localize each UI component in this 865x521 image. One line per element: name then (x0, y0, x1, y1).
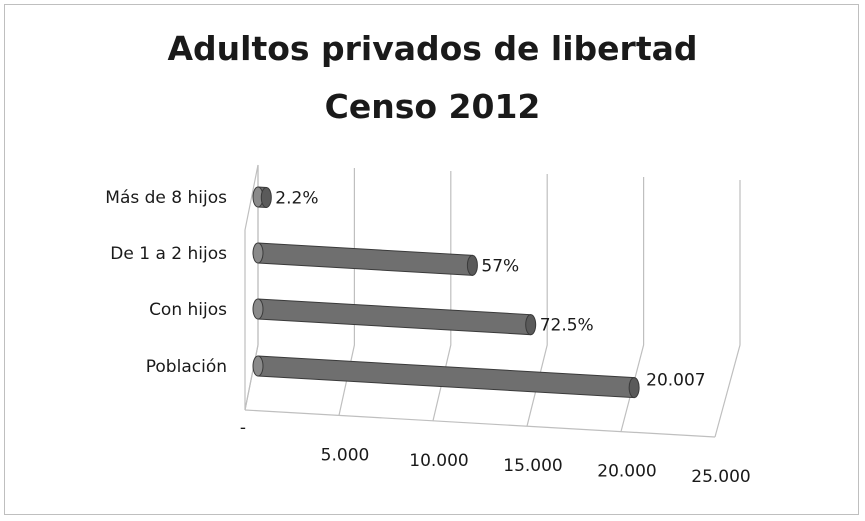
category-label: Más de 8 hijos (105, 188, 227, 208)
category-label: Con hijos (149, 300, 227, 320)
bar-mas-de-8-hijos (252, 186, 272, 209)
gridline (620, 177, 645, 432)
gridline (526, 174, 548, 427)
bar-de-1-a-2-hijos (252, 242, 478, 276)
chart-title: Adultos privados de libertad (167, 29, 698, 68)
chart-subtitle: Censo 2012 (324, 87, 541, 126)
gridline (714, 180, 741, 438)
x-tick-label: 25.000 (691, 467, 750, 487)
bar-poblacion (252, 355, 640, 399)
data-labels: 2.2% 57% 72.5% 20.007 (275, 188, 705, 390)
data-label: 2.2% (275, 188, 318, 208)
data-label: 57% (481, 256, 519, 276)
chart-gridlines (244, 164, 741, 438)
category-label: De 1 a 2 hijos (110, 244, 227, 264)
chart-bars (252, 186, 640, 399)
data-label: 72.5% (540, 316, 594, 336)
x-tick-label: 20.000 (597, 462, 656, 482)
category-labels: Más de 8 hijos De 1 a 2 hijos Con hijos Pob… (105, 188, 227, 377)
floor-edge (244, 409, 716, 438)
x-tick-label: 5.000 (321, 445, 370, 465)
x-tick-label: - (240, 418, 246, 438)
data-label: 20.007 (646, 371, 705, 391)
bar-con-hijos (252, 298, 537, 336)
gridline (338, 168, 355, 416)
x-tick-labels: - 5.000 10.000 15.000 20.000 25.000 (240, 418, 751, 487)
x-tick-label: 10.000 (409, 451, 468, 471)
x-tick-label: 15.000 (503, 456, 562, 476)
gridline (432, 171, 452, 421)
category-label: Población (146, 357, 227, 377)
